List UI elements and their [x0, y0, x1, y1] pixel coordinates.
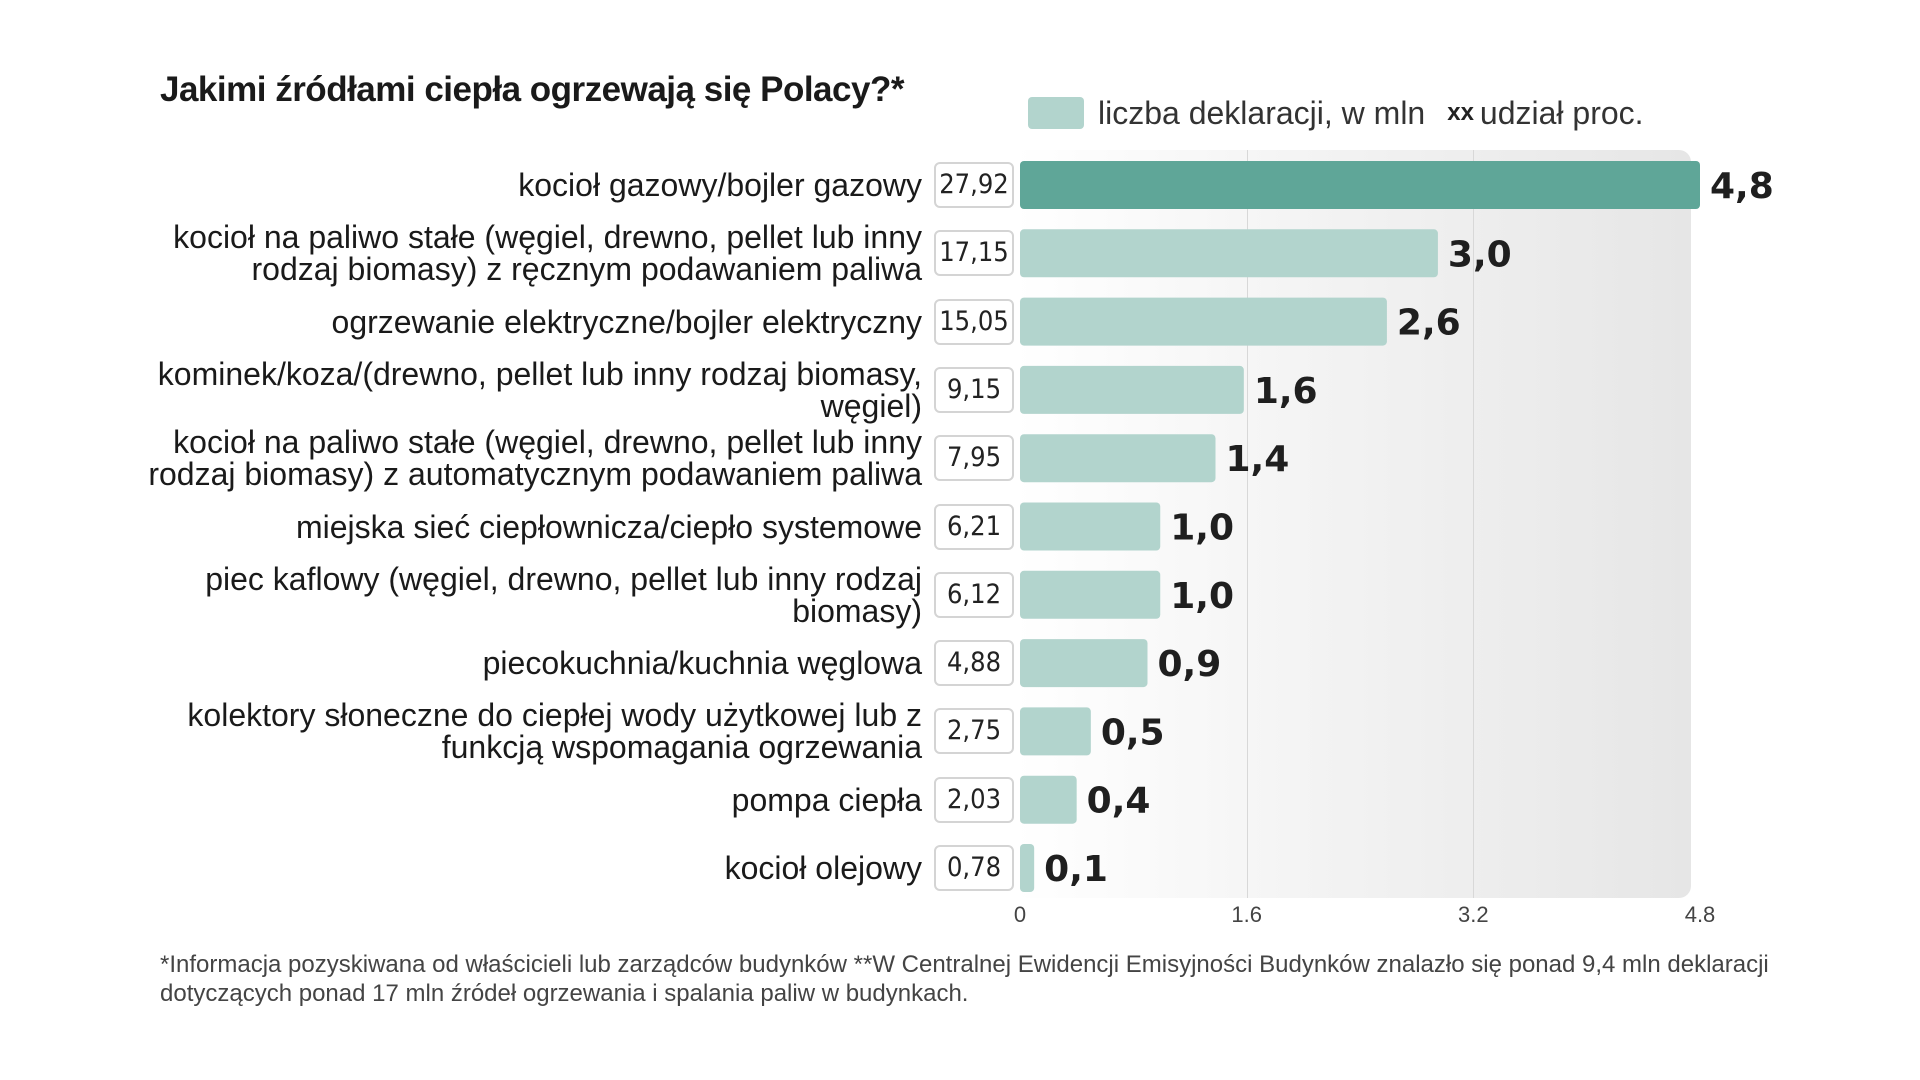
category-label: kocioł na paliwo stałe (węgiel, drewno, …: [148, 424, 922, 493]
bar-value-label: 2,6: [1397, 303, 1461, 344]
legend-label-share: udział proc.: [1479, 94, 1644, 131]
bar: [1020, 707, 1091, 756]
bar-value-label: 3,0: [1448, 234, 1512, 275]
bar-value-label: 1,0: [1170, 576, 1234, 617]
bar: [1020, 229, 1438, 278]
percent-share-box: 7,95: [934, 435, 1014, 482]
percent-share-box: 6,12: [934, 571, 1014, 618]
category-label: piecokuchnia/kuchnia węglowa: [482, 645, 922, 682]
category-label: ogrzewanie elektryczne/bojler elektryczn…: [331, 303, 922, 340]
footnote: *Informacja pozyskiwana od właścicieli l…: [160, 951, 1769, 1007]
bar-value-label: 0,1: [1044, 849, 1108, 890]
bar: [1020, 844, 1035, 892]
bar-value-label: 1,0: [1170, 508, 1234, 549]
bar: [1020, 775, 1077, 824]
x-tick-label: 3.2: [1458, 902, 1489, 927]
bar: [1020, 434, 1216, 483]
x-tick-label: 1.6: [1231, 902, 1262, 927]
percent-share-box: 2,75: [934, 708, 1014, 755]
bar-value-label: 0,4: [1087, 781, 1151, 822]
category-label: kominek/koza/(drewno, pellet lub inny ro…: [157, 355, 922, 424]
bar-value-label: 1,4: [1226, 439, 1290, 480]
category-label: kocioł na paliwo stałe (węgiel, drewno, …: [173, 219, 922, 288]
percent-share-box: 2,03: [934, 776, 1014, 823]
gridline: [1473, 150, 1475, 898]
category-label: miejska sieć ciepłownicza/ciepło systemo…: [295, 508, 922, 545]
x-tick-label: 4.8: [1684, 902, 1716, 927]
bar: [1020, 365, 1244, 414]
percent-share-box: 6,21: [934, 503, 1014, 550]
bar-value-label: 4,8: [1710, 166, 1774, 207]
percent-share-box: 27,92: [934, 162, 1014, 208]
percent-share-box: 0,78: [934, 845, 1014, 891]
bar: [1020, 297, 1387, 346]
category-label: kocioł olejowy: [724, 850, 922, 886]
percent-share-box: 9,15: [934, 366, 1014, 413]
gridline: [1246, 150, 1248, 898]
legend-swatch: [1028, 97, 1084, 129]
category-label: piec kaflowy (węgiel, drewno, pellet lub…: [205, 560, 922, 629]
bar: [1020, 161, 1700, 209]
chart-title: Jakimi źródłami ciepła ogrzewają się Pol…: [160, 70, 904, 109]
bar-value-label: 0,5: [1101, 712, 1165, 753]
category-label: pompa ciepła: [731, 781, 922, 818]
percent-share-box: 17,15: [934, 230, 1014, 277]
x-tick-label: 0: [1013, 902, 1027, 927]
legend-label-declarations: liczba deklaracji, w mln: [1098, 94, 1426, 131]
bar-value-label: 0,9: [1158, 644, 1222, 685]
legend-marker-share: xx: [1447, 99, 1474, 126]
legend: liczba deklaracji, w mln xx udział proc.: [1028, 90, 1644, 136]
bar: [1020, 639, 1148, 688]
percent-share-box: 4,88: [934, 640, 1014, 687]
percent-share-box: 15,05: [934, 298, 1014, 345]
bar: [1020, 502, 1161, 551]
bar-value-label: 1,6: [1254, 371, 1318, 412]
category-label: kolektory słoneczne do ciepłej wody użyt…: [187, 697, 922, 766]
bar: [1020, 570, 1161, 619]
category-label: kocioł gazowy/bojler gazowy: [518, 167, 922, 203]
